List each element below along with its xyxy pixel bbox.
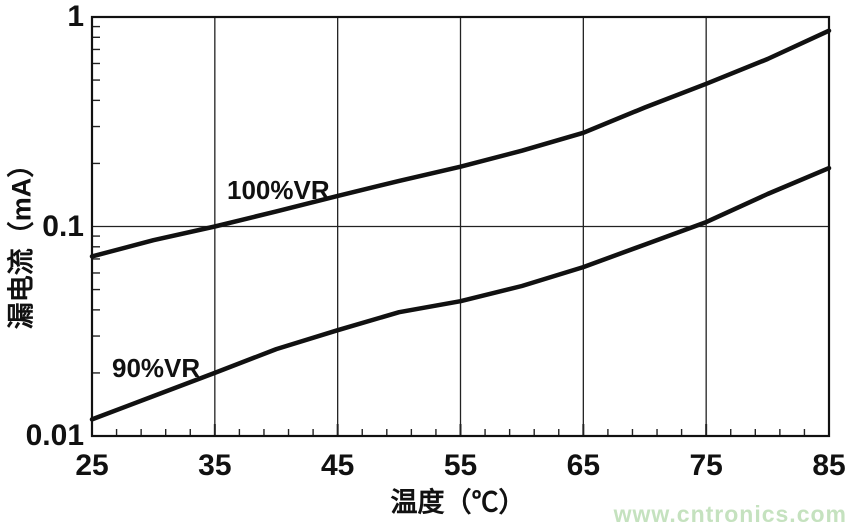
x-tick-label: 25 [75, 449, 109, 482]
x-tick-label: 45 [320, 449, 355, 482]
plot-border [90, 15, 831, 438]
series-label-100vr: 100%VR [227, 175, 330, 205]
x-tick-label: 75 [689, 449, 723, 482]
curve-100vr [89, 28, 832, 259]
series-label-90vr: 90%VR [112, 353, 201, 383]
x-tick-label: 85 [812, 449, 846, 482]
y-axis-title: 漏电流（mA） [6, 150, 37, 330]
x-axis-title: 温度（℃） [390, 487, 526, 518]
y-tick-label: 0.1 [42, 209, 84, 243]
x-tick-label: 65 [566, 449, 601, 482]
x-tick-label: 35 [198, 449, 232, 482]
watermark-text: www.cntronics.com [613, 501, 847, 527]
curve-90vr [89, 165, 832, 422]
y-tick-label: 0.01 [25, 419, 84, 452]
x-tick-label: 55 [443, 449, 478, 482]
y-tick-label: 1 [67, 0, 84, 33]
